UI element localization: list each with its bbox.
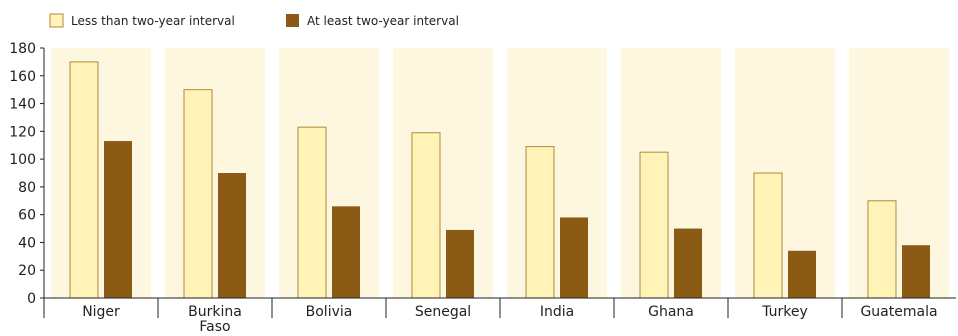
legend-label-series-2: At least two-year interval	[307, 14, 459, 28]
category-panel	[393, 48, 493, 298]
category-panel	[279, 48, 379, 298]
bar-series-1	[411, 132, 441, 299]
x-tick-label-line: Burkina	[188, 304, 242, 320]
bar-series-1	[525, 146, 555, 299]
x-tick-label-line: Senegal	[415, 304, 471, 320]
bars	[69, 61, 930, 299]
y-tick-label: 20	[18, 263, 36, 279]
y-tick-label: 100	[9, 152, 36, 168]
y-axis: 0 20 40 60 80 100 120 140 160 180	[9, 41, 45, 307]
bar-series-1	[639, 151, 669, 299]
y-tick-label: 140	[9, 97, 36, 113]
x-tick-label: India	[540, 304, 574, 320]
x-tick-label: Niger	[82, 304, 120, 320]
y-tick-label: 120	[9, 124, 36, 140]
bar-series-1	[753, 172, 783, 299]
category-panel	[507, 48, 607, 298]
y-tick-label: 0	[27, 291, 36, 307]
category-panel	[621, 48, 721, 298]
x-tick-label: Bolivia	[306, 304, 353, 320]
bar-series-1	[867, 200, 897, 299]
y-tick-label: 60	[18, 208, 36, 224]
category-panel	[735, 48, 835, 298]
bar-series-2	[560, 217, 588, 298]
bar-series-1	[297, 126, 327, 299]
x-tick-label: Turkey	[761, 304, 808, 320]
x-tick-label: Senegal	[415, 304, 471, 320]
bar-series-2	[902, 245, 930, 298]
bar-series-1	[69, 61, 99, 299]
x-tick-label: Ghana	[648, 304, 694, 320]
x-tick-label-line: India	[540, 304, 574, 320]
bar-series-2	[674, 228, 702, 298]
legend-label-series-1: Less than two-year interval	[71, 14, 235, 28]
bar-series-1	[183, 89, 213, 299]
bar-series-2	[446, 229, 474, 298]
bar-series-2	[788, 250, 816, 298]
y-tick-label: 160	[9, 69, 36, 85]
category-panels	[51, 48, 949, 298]
category-panel	[165, 48, 265, 298]
x-tick-label-line: Ghana	[648, 304, 694, 320]
category-panel	[51, 48, 151, 298]
legend: Less than two-year interval At least two…	[49, 13, 459, 28]
x-tick-label-line: Niger	[82, 304, 120, 320]
category-panel	[849, 48, 949, 298]
x-tick-label-line: Faso	[199, 319, 230, 335]
x-tick-label-line: Guatemala	[860, 304, 937, 320]
x-tick-label-line: Turkey	[761, 304, 808, 320]
y-tick-label: 180	[9, 41, 36, 57]
legend-swatch-series-1	[49, 13, 64, 28]
y-tick-label: 80	[18, 180, 36, 196]
category-labels: Niger Burkina Faso Bolivia Senegal India Ghana…	[43, 298, 938, 335]
bar-series-2	[332, 206, 360, 298]
bar-series-2	[218, 173, 246, 298]
y-tick-label: 40	[18, 235, 36, 251]
bar-series-2	[104, 141, 132, 298]
x-tick-label: Guatemala	[860, 304, 937, 320]
legend-swatch-series-2	[286, 14, 299, 27]
x-tick-label: Burkina Faso	[188, 304, 242, 335]
x-tick-label-line: Bolivia	[306, 304, 353, 320]
